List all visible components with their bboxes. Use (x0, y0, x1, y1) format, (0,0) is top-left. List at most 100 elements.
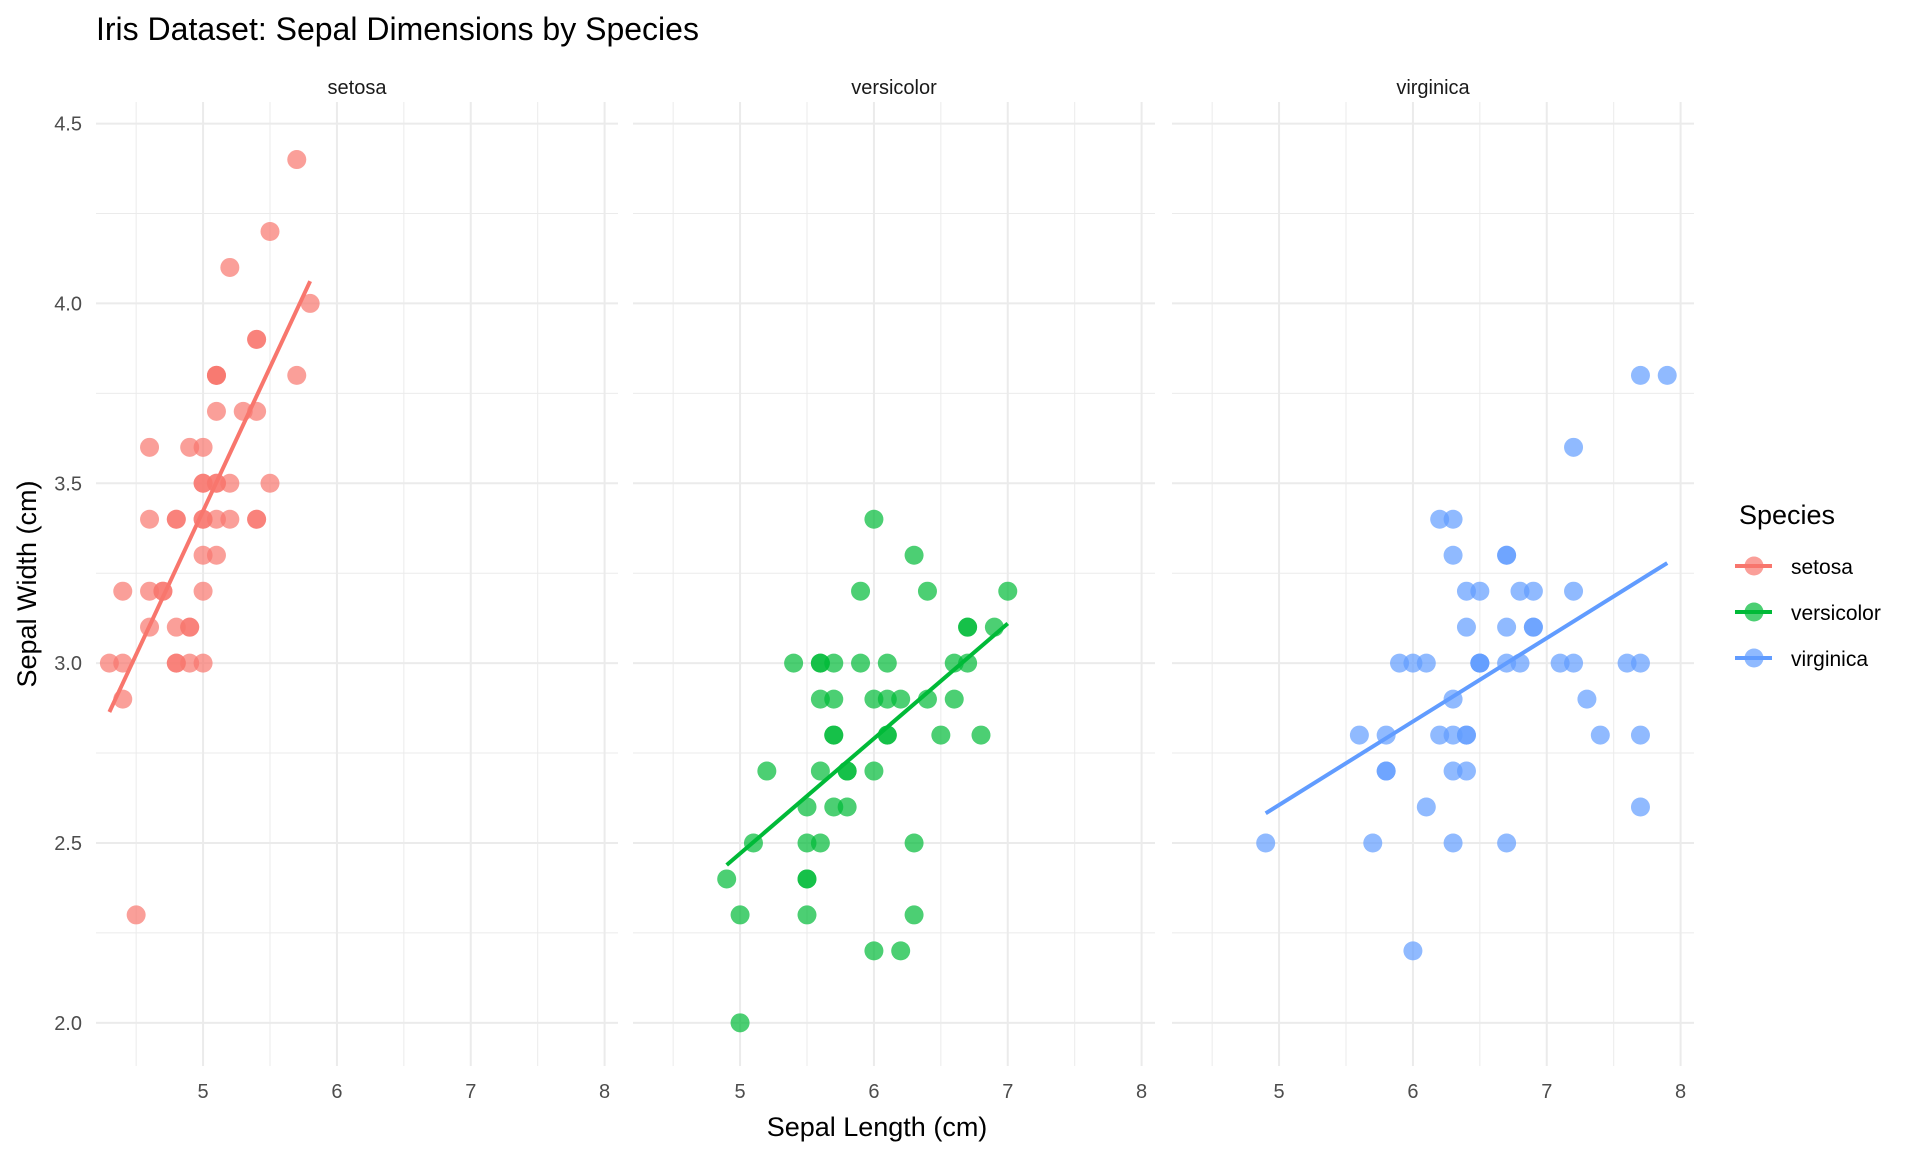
data-point (998, 581, 1018, 601)
legend-key-point (1744, 648, 1764, 668)
y-axis-title: Sepal Width (cm) (12, 480, 42, 687)
gridlines (1172, 102, 1694, 1066)
x-tick-label: 6 (331, 1081, 342, 1103)
data-point (797, 905, 817, 925)
legend-item-versicolor: versicolor (1735, 602, 1881, 625)
data-point (1630, 365, 1650, 385)
data-point (971, 725, 991, 745)
data-point (140, 581, 160, 601)
x-tick-label: 6 (868, 1081, 879, 1103)
data-point (864, 689, 884, 709)
data-point (193, 473, 213, 493)
legend-label: virginica (1791, 648, 1868, 671)
gridlines (96, 102, 618, 1066)
data-point (193, 581, 213, 601)
y-tick-label: 2.5 (54, 833, 82, 855)
data-point (904, 833, 924, 853)
data-point (1403, 941, 1423, 961)
data-point (1550, 653, 1570, 673)
y-tick-label: 4.0 (54, 293, 82, 315)
legend-item-setosa: setosa (1735, 556, 1853, 579)
x-tick-label: 8 (1675, 1081, 1686, 1103)
data-point (1630, 725, 1650, 745)
data-point (810, 761, 830, 781)
data-point (851, 581, 871, 601)
trend-line-versicolor (725, 622, 1010, 867)
facet-panel-setosa: setosa 5 6 7 8 (96, 77, 618, 1103)
data-point (1630, 653, 1650, 673)
data-point (1617, 653, 1637, 673)
facet-strip-label: virginica (1396, 77, 1470, 99)
data-point (1657, 365, 1677, 385)
trend-line-virginica (1264, 561, 1669, 815)
data-point (140, 437, 160, 457)
facet-strip-label: setosa (328, 77, 388, 99)
data-point (891, 941, 911, 961)
data-point (220, 257, 240, 277)
data-point (730, 1013, 750, 1033)
data-point (1430, 725, 1450, 745)
data-point (958, 653, 978, 673)
data-point (260, 473, 280, 493)
data-point (1256, 833, 1276, 853)
legend-item-virginica: virginica (1735, 648, 1868, 671)
data-point (864, 761, 884, 781)
legend-key-point (1744, 556, 1764, 576)
data-point (824, 725, 844, 745)
legend: Species setosa versicolor virginica (1735, 500, 1881, 671)
data-point (1590, 725, 1610, 745)
trend-line-setosa (107, 280, 312, 713)
data-point (180, 653, 200, 673)
data-point (1523, 617, 1543, 637)
data-point (851, 653, 871, 673)
legend-label: versicolor (1791, 602, 1881, 625)
data-point (260, 221, 280, 241)
data-point (126, 905, 146, 925)
data-point (797, 833, 817, 853)
x-tick-label: 5 (1274, 1081, 1285, 1103)
data-point (1390, 653, 1410, 673)
data-point (1403, 653, 1423, 673)
points-setosa (99, 150, 320, 925)
data-point (917, 581, 937, 601)
data-point (193, 653, 213, 673)
data-point (717, 869, 737, 889)
data-point (166, 509, 186, 529)
gridlines (633, 102, 1155, 1066)
data-point (824, 653, 844, 673)
data-point (193, 437, 213, 457)
data-point (1443, 833, 1463, 853)
data-point (206, 401, 226, 421)
data-point (1564, 437, 1584, 457)
data-point (1497, 545, 1517, 565)
data-point (797, 869, 817, 889)
legend-label: setosa (1791, 556, 1853, 579)
data-point (1416, 797, 1436, 817)
data-point (180, 437, 200, 457)
data-point (904, 545, 924, 565)
data-point (1349, 725, 1369, 745)
data-point (140, 509, 160, 529)
data-point (287, 150, 307, 170)
data-point (1630, 797, 1650, 817)
data-point (931, 725, 951, 745)
data-point (1443, 725, 1463, 745)
x-tick-label: 7 (465, 1081, 476, 1103)
x-tick-label: 8 (599, 1081, 610, 1103)
y-tick-label: 3.0 (54, 653, 82, 675)
x-tick-label: 5 (198, 1081, 209, 1103)
data-point (1443, 761, 1463, 781)
data-point (300, 293, 320, 313)
data-point (247, 509, 267, 529)
data-point (1510, 581, 1530, 601)
y-tick-label: 3.5 (54, 473, 82, 495)
data-point (1564, 581, 1584, 601)
data-point (810, 653, 830, 673)
data-point (1470, 581, 1490, 601)
y-tick-label: 4.5 (54, 114, 82, 136)
x-tick-label: 7 (1541, 1081, 1552, 1103)
data-point (877, 689, 897, 709)
data-point (1456, 761, 1476, 781)
facet-panel-versicolor: versicolor 5 6 7 8 (633, 77, 1155, 1103)
